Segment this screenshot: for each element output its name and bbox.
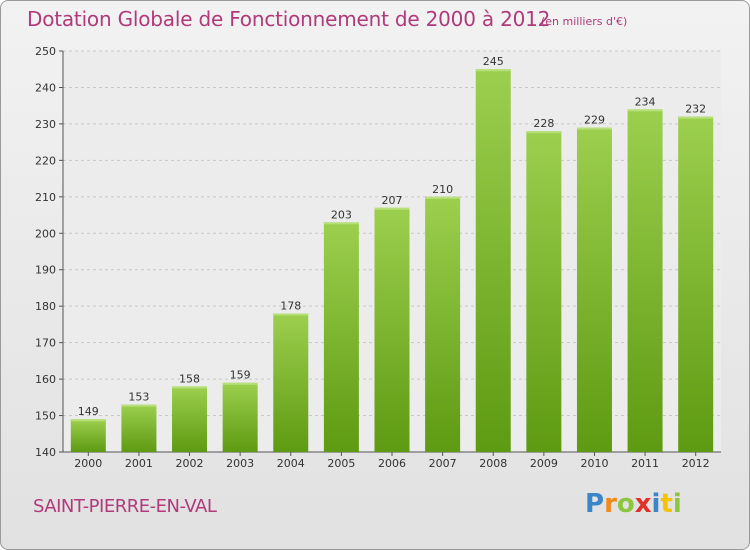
- bar-2005: [323, 222, 359, 452]
- brand-letter: P: [585, 489, 605, 519]
- x-tick-label: 2003: [226, 457, 254, 470]
- proxiti-logo: Proxiti: [585, 489, 682, 519]
- bar-highlight: [121, 404, 157, 407]
- y-tick-label: 200: [35, 227, 56, 240]
- bar-2002: [172, 386, 208, 452]
- y-tick-label: 140: [35, 446, 56, 459]
- brand-letter: r: [604, 489, 617, 519]
- value-label: 203: [331, 208, 352, 221]
- y-tick-label: 220: [35, 154, 56, 167]
- x-tick-label: 2004: [277, 457, 305, 470]
- x-tick-label: 2007: [429, 457, 457, 470]
- y-tick-label: 250: [35, 45, 56, 58]
- value-label: 228: [533, 117, 554, 130]
- bar-highlight: [222, 382, 258, 385]
- x-tick-label: 2012: [682, 457, 710, 470]
- y-tick-label: 180: [35, 300, 56, 313]
- x-tick-label: 2006: [378, 457, 406, 470]
- value-label: 149: [78, 405, 99, 418]
- bar-2004: [273, 313, 309, 452]
- value-label: 234: [635, 95, 656, 108]
- x-tick-label: 2010: [580, 457, 608, 470]
- bar-2008: [475, 69, 511, 453]
- x-tick-label: 2008: [479, 457, 507, 470]
- x-tick-label: 2000: [74, 457, 102, 470]
- value-label: 178: [280, 299, 301, 312]
- bar-2001: [121, 404, 157, 452]
- value-label: 232: [685, 103, 706, 116]
- chart-title: Dotation Globale de Fonctionnement de 20…: [27, 7, 551, 31]
- brand-letter: x: [634, 489, 652, 519]
- bar-highlight: [374, 207, 410, 210]
- value-label: 245: [483, 55, 504, 68]
- bar-highlight: [323, 222, 359, 225]
- bar-highlight: [526, 131, 562, 134]
- bar-highlight: [678, 116, 714, 119]
- bar-highlight: [425, 196, 461, 199]
- y-tick-label: 190: [35, 264, 56, 277]
- brand-letter: i: [651, 489, 661, 519]
- brand-letter: i: [672, 489, 682, 519]
- value-label: 153: [128, 391, 149, 404]
- brand-letter: o: [616, 489, 635, 519]
- value-label: 207: [382, 194, 403, 207]
- bar-2000: [70, 419, 106, 452]
- x-tick-label: 2001: [125, 457, 153, 470]
- x-tick-label: 2011: [631, 457, 659, 470]
- bar-2009: [526, 131, 562, 452]
- bar-highlight: [627, 109, 663, 112]
- value-label: 158: [179, 372, 200, 385]
- x-tick-label: 2002: [176, 457, 204, 470]
- bar-highlight: [172, 386, 208, 389]
- bar-2010: [576, 127, 612, 453]
- bar-2012: [678, 116, 714, 453]
- y-tick-label: 160: [35, 373, 56, 386]
- x-tick-label: 2005: [327, 457, 355, 470]
- value-label: 229: [584, 114, 605, 127]
- bar-highlight: [273, 313, 309, 316]
- y-tick-label: 170: [35, 337, 56, 350]
- y-tick-label: 240: [35, 81, 56, 94]
- y-tick-label: 230: [35, 118, 56, 131]
- chart-subtitle: (en milliers d'€): [541, 15, 628, 28]
- bar-2003: [222, 382, 258, 452]
- y-tick-label: 150: [35, 410, 56, 423]
- brand-letter: t: [660, 489, 673, 519]
- commune-name: SAINT-PIERRE-EN-VAL: [33, 496, 217, 517]
- bar-2007: [425, 196, 461, 452]
- value-label: 159: [230, 369, 251, 382]
- bar-2006: [374, 207, 410, 452]
- value-label: 210: [432, 183, 453, 196]
- bar-highlight: [70, 419, 106, 422]
- y-tick-label: 210: [35, 191, 56, 204]
- x-tick-label: 2009: [530, 457, 558, 470]
- bar-highlight: [576, 127, 612, 130]
- bar-highlight: [475, 69, 511, 72]
- bar-2011: [627, 109, 663, 452]
